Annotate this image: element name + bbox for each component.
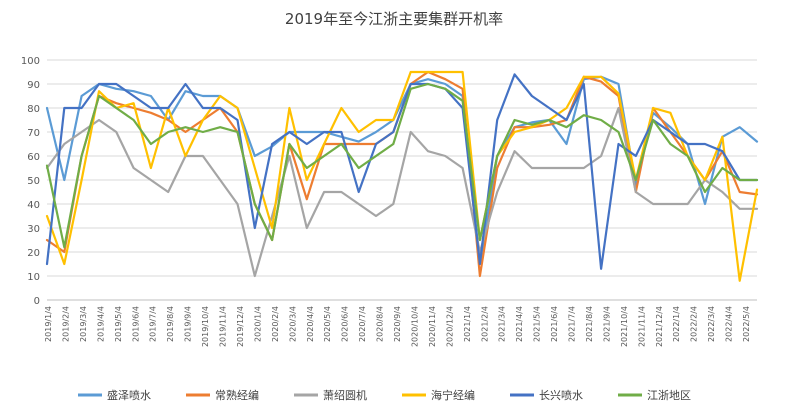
x-tick-label: 2020/3/4: [288, 306, 297, 342]
x-tick-label: 2021/3/4: [498, 306, 507, 342]
x-tick-label: 2021/11/4: [637, 306, 646, 347]
y-tick-label: 70: [27, 128, 40, 139]
x-tick-label: 2019/9/4: [184, 306, 193, 342]
x-tick-label: 2020/10/4: [410, 306, 419, 347]
y-tick-label: 10: [27, 272, 40, 283]
y-tick-label: 0: [34, 296, 40, 307]
y-tick-label: 80: [27, 104, 40, 115]
x-tick-label: 2020/6/4: [341, 306, 350, 342]
x-tick-label: 2021/9/4: [602, 306, 611, 342]
x-tick-label: 2020/11/4: [428, 306, 437, 347]
x-tick-label: 2021/2/4: [480, 306, 489, 342]
x-tick-label: 2022/3/4: [707, 306, 716, 342]
x-tick-label: 2020/8/4: [376, 306, 385, 342]
x-tick-label: 2021/4/4: [515, 306, 524, 342]
x-tick-label: 2020/2/4: [271, 306, 280, 342]
x-tick-label: 2019/12/4: [236, 306, 245, 347]
series-line: [45, 106, 759, 278]
x-tick-label: 2021/1/4: [463, 306, 472, 342]
y-tick-label: 100: [21, 56, 40, 67]
x-tick-label: 2019/10/4: [201, 306, 210, 347]
y-tick-label: 50: [27, 176, 40, 187]
legend-label: 海宁经编: [431, 388, 475, 402]
y-tick-label: 20: [27, 248, 40, 259]
y-tick-label: 30: [27, 224, 40, 235]
y-tick-label: 60: [27, 152, 40, 163]
series-line: [45, 73, 759, 270]
x-tick-label: 2021/6/4: [550, 306, 559, 342]
x-tick-label: 2022/2/4: [690, 306, 699, 342]
x-tick-label: 2019/1/4: [44, 306, 53, 342]
x-tick-label: 2021/10/4: [620, 306, 629, 347]
legend-label: 长兴喷水: [539, 389, 583, 402]
x-tick-label: 2020/12/4: [445, 306, 454, 347]
x-tick-label: 2019/6/4: [131, 306, 140, 342]
x-tick-label: 2019/8/4: [166, 306, 175, 342]
x-tick-label: 2020/4/4: [306, 306, 315, 342]
legend-label: 萧绍圆机: [323, 388, 367, 402]
x-tick-label: 2022/1/4: [672, 306, 681, 342]
x-tick-label: 2019/7/4: [149, 306, 158, 342]
legend-label: 盛泽喷水: [107, 388, 151, 402]
x-tick-label: 2020/7/4: [358, 306, 367, 342]
x-tick-label: 2019/5/4: [114, 306, 123, 342]
y-tick-label: 40: [27, 200, 40, 211]
x-tick-label: 2021/5/4: [533, 306, 542, 342]
x-tick-label: 2019/11/4: [219, 306, 228, 347]
x-tick-label: 2019/3/4: [79, 306, 88, 342]
x-tick-label: 2021/12/4: [655, 306, 664, 347]
chart-title: 2019年至今江浙主要集群开机率: [285, 10, 503, 28]
series-line: [45, 82, 759, 249]
x-tick-label: 2020/1/4: [253, 306, 262, 342]
x-tick-label: 2022/5/4: [742, 306, 751, 342]
x-tick-label: 2022/4/4: [725, 306, 734, 342]
x-tick-label: 2021/8/4: [585, 306, 594, 342]
legend-label: 常熟经编: [215, 388, 259, 402]
legend-label: 江浙地区: [647, 389, 691, 402]
x-tick-label: 2020/5/4: [323, 306, 332, 342]
x-tick-label: 2019/4/4: [96, 306, 105, 342]
x-tick-label: 2020/9/4: [393, 306, 402, 342]
y-tick-label: 90: [27, 80, 40, 91]
x-tick-label: 2021/7/4: [568, 306, 577, 342]
x-tick-label: 2019/2/4: [61, 306, 70, 342]
